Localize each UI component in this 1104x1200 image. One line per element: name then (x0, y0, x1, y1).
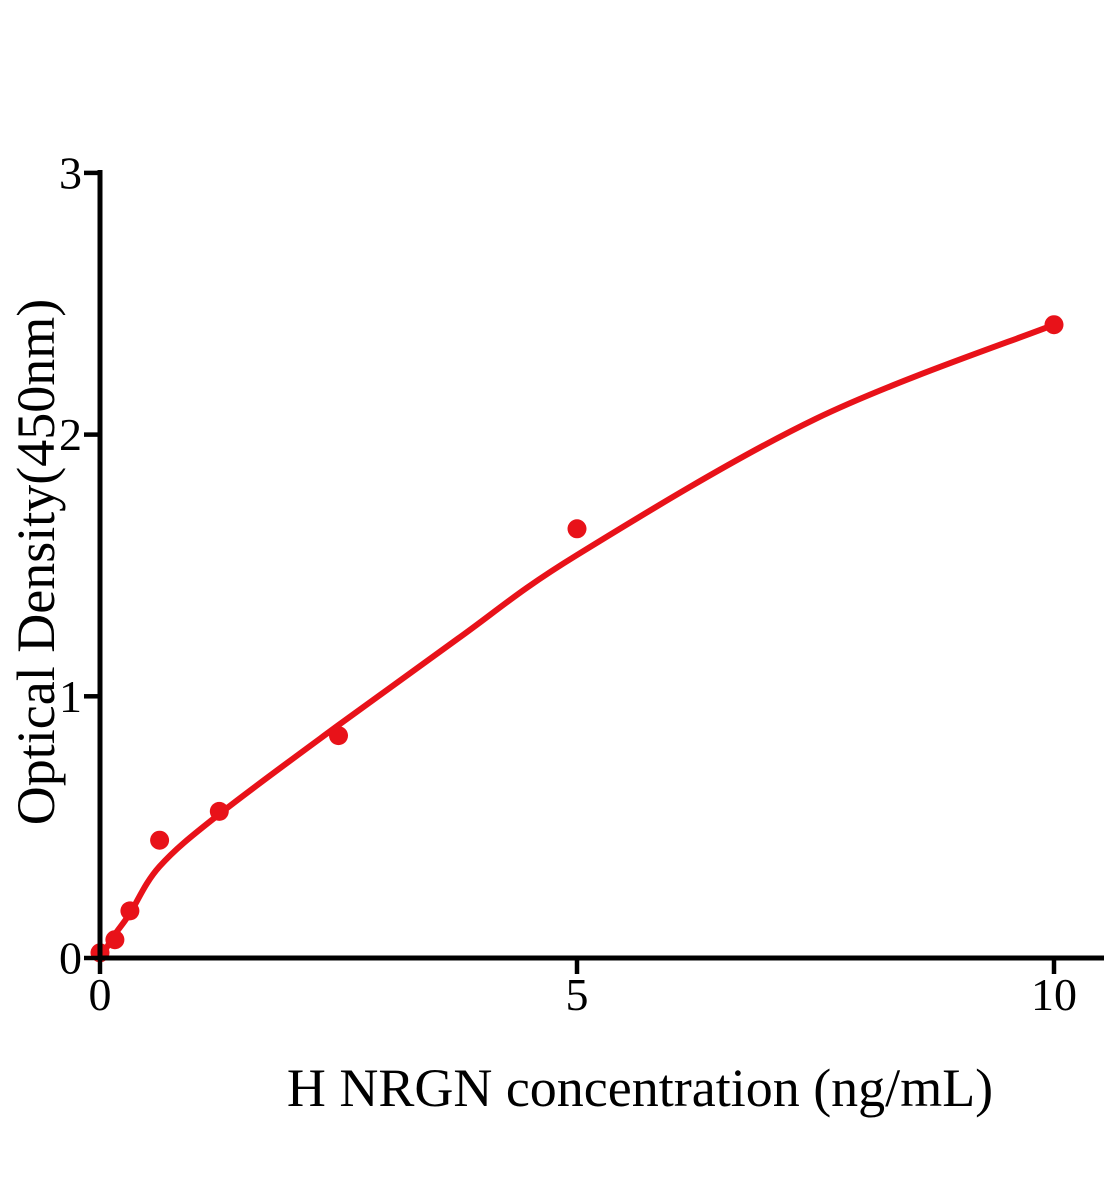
data-point (150, 830, 170, 850)
x-tick-label: 5 (566, 969, 589, 1020)
data-point (120, 901, 140, 921)
fit-curve-line (98, 321, 1057, 959)
x-axis-title: H NRGN concentration (ng/mL) (286, 1058, 994, 1118)
y-tick-label: 1 (59, 671, 82, 722)
x-tick-label: 0 (89, 969, 112, 1020)
data-point (329, 726, 348, 746)
data-point (105, 930, 125, 950)
y-tick-label: 2 (59, 409, 82, 460)
y-axis-title: Optical Density(450nm) (6, 298, 66, 826)
y-tick-label: 3 (59, 147, 82, 198)
data-point (567, 519, 587, 539)
x-tick-label: 10 (1031, 969, 1077, 1020)
y-tick-label: 0 (59, 933, 82, 984)
data-point (209, 801, 229, 821)
data-point (1044, 315, 1064, 335)
